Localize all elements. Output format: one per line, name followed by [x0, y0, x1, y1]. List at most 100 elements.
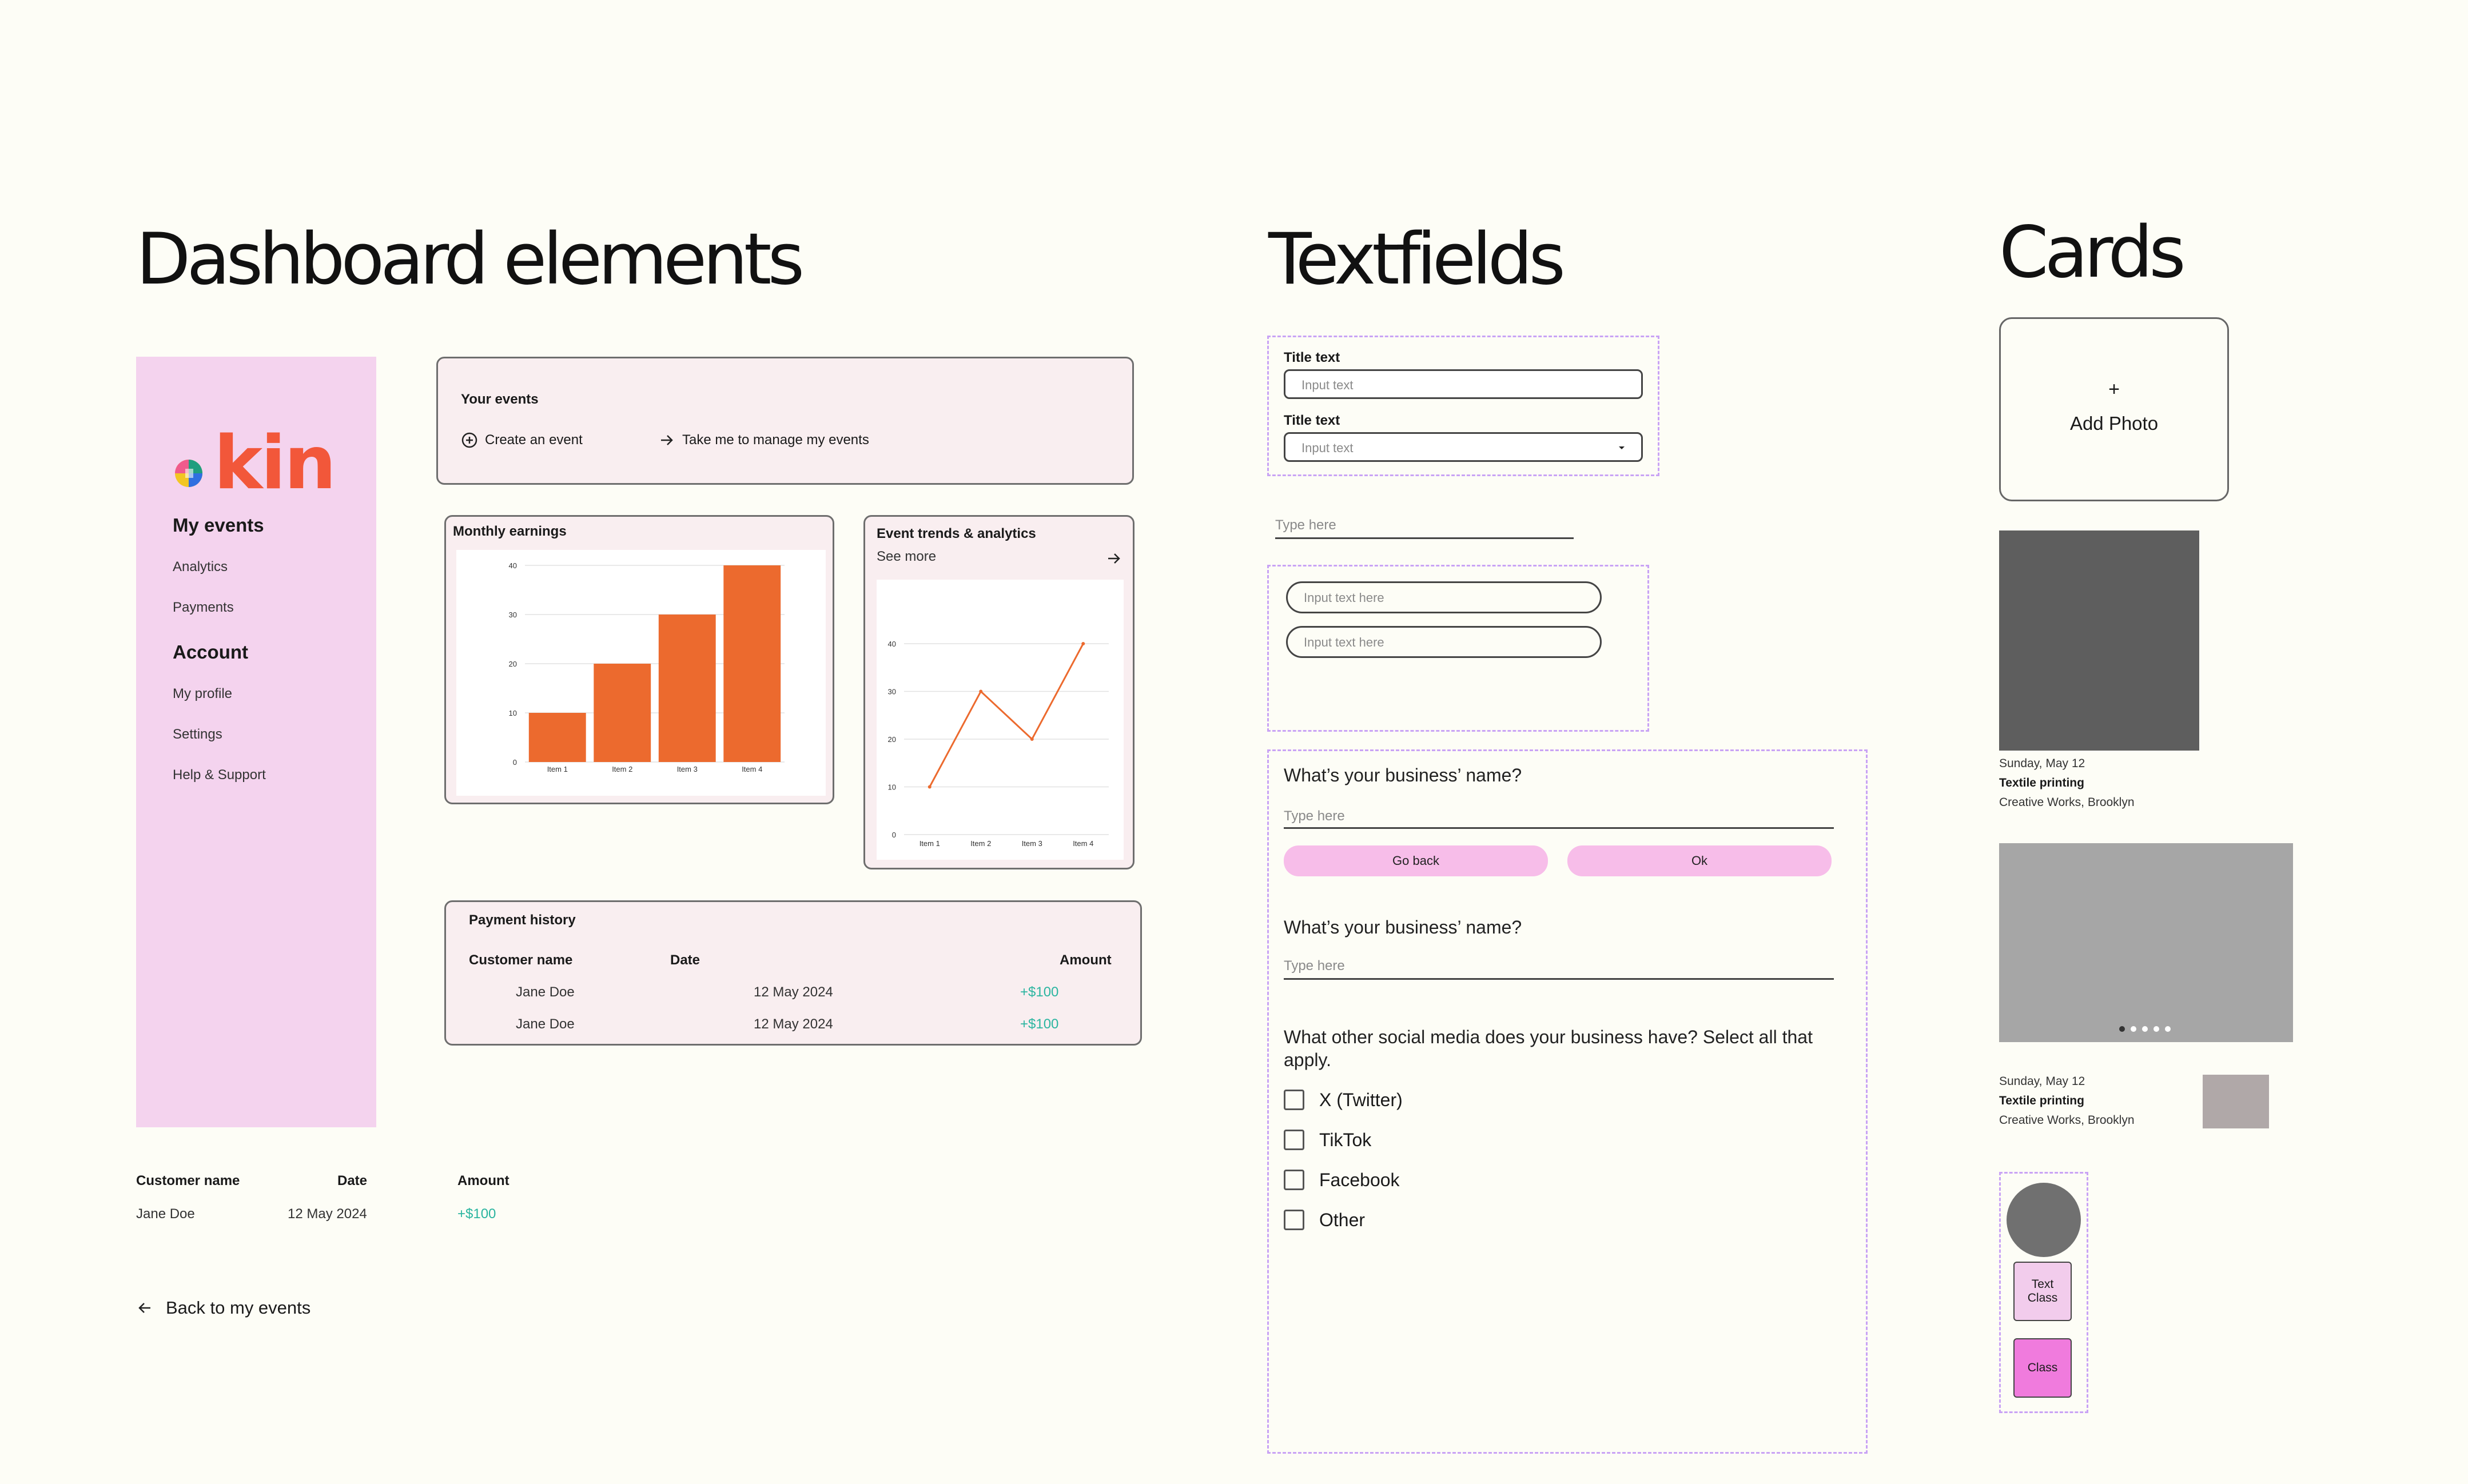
option-tiktok[interactable]: TikTok: [1284, 1128, 1371, 1151]
go-back-button[interactable]: Go back: [1284, 845, 1548, 876]
line-chart-area: 0 10 20 30 40 Item 1 Item 2 Item 3 Item 4: [877, 580, 1124, 860]
carousel-dot[interactable]: [2153, 1026, 2159, 1032]
list-card-date: Sunday, May 12: [1999, 1075, 2085, 1088]
ok-button[interactable]: Ok: [1567, 845, 1832, 876]
y-tick-label: 0: [892, 831, 896, 839]
x-tick-label: Item 3: [677, 765, 698, 773]
payment-history-title: Payment history: [469, 912, 576, 928]
title-fields-group: Title text Input text Title text Input t…: [1267, 336, 1659, 476]
pill-input-1[interactable]: Input text here: [1286, 581, 1602, 613]
checkbox-other[interactable]: [1284, 1210, 1304, 1230]
y-tick-label: 40: [888, 640, 896, 648]
row-customer: Jane Doe: [516, 984, 575, 1000]
y-tick-label: 30: [509, 611, 517, 619]
option-facebook[interactable]: Facebook: [1284, 1168, 1400, 1191]
add-photo-label: Add Photo: [2069, 413, 2159, 434]
event-card-image[interactable]: [1999, 530, 2199, 751]
sidebar-item-my-profile[interactable]: My profile: [173, 686, 233, 701]
monthly-earnings-title: Monthly earnings: [453, 524, 567, 539]
create-event-button[interactable]: Create an event: [461, 430, 583, 450]
text-class-tag[interactable]: Text Class: [2013, 1262, 2072, 1321]
mini-header-date: Date: [337, 1173, 368, 1188]
field-title-2: Title text: [1284, 413, 1340, 428]
sidebar-item-payments[interactable]: Payments: [173, 600, 234, 615]
carousel-dots[interactable]: [2119, 1026, 2171, 1032]
underline-input-placeholder: Type here: [1275, 517, 1336, 533]
pill-input-2[interactable]: Input text here: [1286, 626, 1602, 658]
sidebar-item-analytics[interactable]: Analytics: [173, 559, 228, 575]
carousel-card-image[interactable]: [1999, 843, 2293, 1042]
arrow-left-icon: [138, 1303, 150, 1313]
mini-row-amount: +$100: [457, 1206, 496, 1222]
text-class-line1: Text: [2031, 1278, 2054, 1291]
series-line: [929, 643, 1084, 788]
business-name-input-1[interactable]: Type here: [1284, 806, 1834, 829]
mini-row-customer: Jane Doe: [136, 1206, 195, 1222]
row-customer: Jane Doe: [516, 1016, 575, 1032]
back-to-events-label: Back to my events: [166, 1298, 311, 1318]
avatar[interactable]: [2007, 1183, 2081, 1257]
bar-1: [528, 713, 586, 762]
checkbox-facebook[interactable]: [1284, 1170, 1304, 1190]
col-header-customer: Customer name: [469, 952, 573, 968]
list-card-title[interactable]: Textile printing: [1999, 1094, 2084, 1107]
question-business-name-1: What’s your business’ name?: [1284, 765, 1522, 785]
option-other-label: Other: [1319, 1209, 1366, 1230]
event-trends-panel: Event trends & analytics See more 0 10 20 3…: [863, 515, 1135, 869]
question-social-media: What other social media does your busine…: [1284, 1027, 1813, 1070]
y-tick-label: 40: [509, 561, 517, 570]
row-amount: +$100: [1020, 984, 1059, 1000]
checkbox-tiktok[interactable]: [1284, 1130, 1304, 1150]
text-input-1-placeholder: Input text: [1301, 378, 1354, 392]
add-photo-card[interactable]: + Add Photo: [1999, 317, 2229, 501]
carousel-dot[interactable]: [2165, 1026, 2171, 1032]
event-card-location: Creative Works, Brooklyn: [1999, 796, 2135, 809]
sidebar-section-account[interactable]: Account: [173, 641, 248, 663]
sidebar-item-help-support[interactable]: Help & Support: [173, 767, 266, 783]
select-input[interactable]: Input text: [1284, 432, 1643, 462]
carousel-dot[interactable]: [2142, 1026, 2148, 1032]
y-tick-label: 20: [509, 660, 517, 668]
x-tick-label: Item 2: [612, 765, 632, 773]
bar-chart: 0 10 20 30 40 Item 1 Item 2 Item 3 Item 4: [509, 561, 785, 773]
logo-mark-icon: [175, 460, 202, 487]
your-events-panel: Your events Create an event Take me to m…: [436, 357, 1134, 485]
sidebar-item-settings[interactable]: Settings: [173, 727, 222, 742]
sidebar: kin My events Analytics Payments Account…: [136, 357, 376, 1127]
mini-header-amount: Amount: [457, 1173, 509, 1188]
list-card-thumbnail[interactable]: [2203, 1075, 2269, 1128]
see-more-arrow-icon[interactable]: [1105, 550, 1122, 567]
back-to-events-link[interactable]: Back to my events: [136, 1296, 311, 1319]
y-tick-label: 0: [513, 758, 517, 767]
text-class-line2: Class: [2027, 1291, 2058, 1305]
x-tick-label: Item 1: [919, 839, 940, 848]
carousel-dot-active[interactable]: [2119, 1026, 2125, 1032]
see-more-link[interactable]: See more: [877, 549, 937, 564]
create-event-label: Create an event: [485, 432, 583, 448]
payment-history-panel: Payment history Customer name Date Amoun…: [444, 900, 1142, 1046]
carousel-dot[interactable]: [2131, 1026, 2136, 1032]
y-tick-label: 10: [509, 709, 517, 717]
x-tick-label: Item 4: [742, 765, 762, 773]
event-card-title[interactable]: Textile printing: [1999, 776, 2084, 789]
option-twitter[interactable]: X (Twitter): [1284, 1088, 1403, 1111]
text-input-1[interactable]: Input text: [1284, 369, 1643, 399]
list-card-location: Creative Works, Brooklyn: [1999, 1114, 2135, 1127]
manage-events-link[interactable]: Take me to manage my events: [658, 430, 869, 450]
line-point-2: [979, 689, 983, 693]
class-tags-group: Text Class Class: [1999, 1172, 2088, 1413]
business-name-input-2[interactable]: Type here: [1284, 956, 1834, 980]
line-chart: 0 10 20 30 40 Item 1 Item 2 Item 3 Item 4: [888, 640, 1109, 848]
underline-input[interactable]: Type here: [1275, 516, 1574, 539]
mini-header-customer: Customer name: [136, 1173, 240, 1188]
sidebar-section-my-events[interactable]: My events: [173, 514, 264, 536]
row-amount: +$100: [1020, 1016, 1059, 1032]
mini-row-date: 12 May 2024: [288, 1206, 367, 1222]
class-tag[interactable]: Class: [2013, 1338, 2072, 1398]
manage-events-label: Take me to manage my events: [682, 432, 869, 448]
add-circle-icon: [461, 432, 477, 448]
option-other[interactable]: Other: [1284, 1208, 1365, 1231]
x-tick-label: Item 4: [1073, 839, 1093, 848]
question-business-name-2: What’s your business’ name?: [1284, 917, 1522, 938]
checkbox-twitter[interactable]: [1284, 1090, 1304, 1110]
